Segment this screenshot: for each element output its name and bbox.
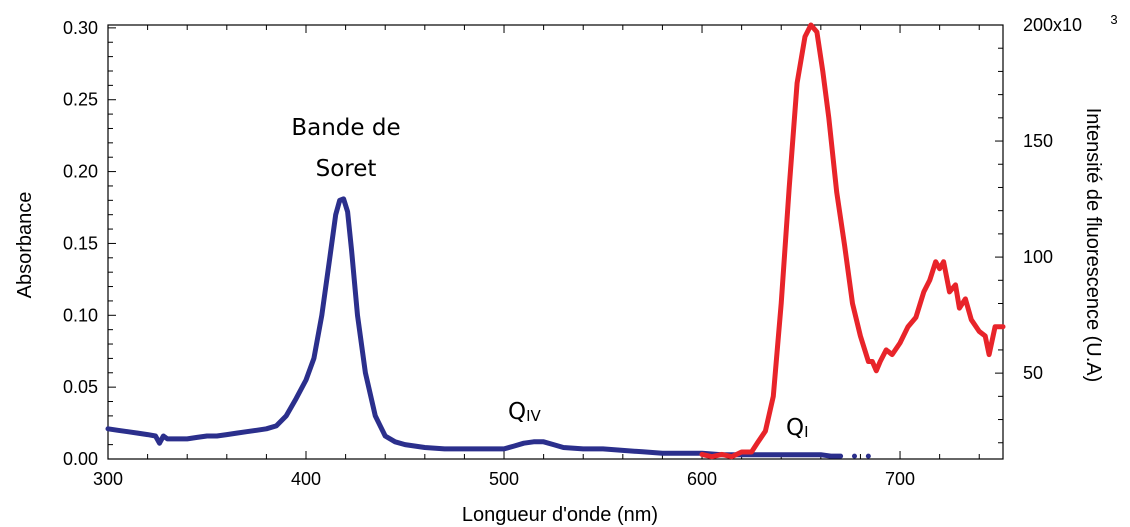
- y-left-tick-label: 0.00: [63, 449, 98, 469]
- annotation-q4-main: Q: [508, 399, 526, 425]
- plot-frame: [107, 24, 1004, 460]
- y-axis-left-title: Absorbance: [14, 192, 36, 299]
- annotation-q1-main: Q: [786, 415, 804, 441]
- y-left-tick-label: 0.15: [63, 233, 98, 253]
- axes: 300 400 500 600 700 0.00 0.05 0.10 0.15 0.20 0.25 0…: [63, 15, 1082, 489]
- x-tick-label: 500: [489, 469, 519, 489]
- annotation-q4-sub: IV: [526, 407, 541, 425]
- annotation-q1-sub: I: [804, 423, 808, 441]
- y-right-tick-label: 200x10: [1023, 15, 1082, 35]
- x-tick-label: 400: [291, 469, 321, 489]
- labels: Longueur d'onde (nm) Absorbance Intensit…: [14, 12, 1118, 526]
- fluorescence-series: [699, 22, 1006, 460]
- y-left-tick-label: 0.20: [63, 162, 98, 182]
- annotation-soret-line1: Bande de: [291, 115, 400, 141]
- x-tick-label: 700: [885, 469, 915, 489]
- x-axis-title: Longueur d'onde (nm): [462, 504, 658, 526]
- y-right-tick-label: 50: [1023, 363, 1043, 383]
- annotation-q4: QIV: [508, 399, 542, 425]
- annotation-soret-line2: Soret: [316, 156, 377, 182]
- y-right-exponent: 3: [1110, 12, 1117, 27]
- y-left-tick-label: 0.25: [63, 90, 98, 110]
- annotation-q1: QI: [786, 415, 809, 441]
- series-layer: [105, 22, 1006, 460]
- absorbance-series: [105, 196, 844, 459]
- absorbance-point: [851, 453, 857, 459]
- y-left-tick-label: 0.10: [63, 305, 98, 325]
- y-right-tick-label: 150: [1023, 131, 1053, 151]
- y-left-tick-label: 0.05: [63, 377, 98, 397]
- y-left-tick-label: 0.30: [63, 18, 98, 38]
- y-axis-right-title: Intensité de fluorescence (U.A): [1082, 108, 1104, 383]
- y-right-tick-label: 100: [1023, 247, 1053, 267]
- x-tick-label: 300: [93, 469, 123, 489]
- x-tick-label: 600: [687, 469, 717, 489]
- absorbance-point: [865, 453, 871, 459]
